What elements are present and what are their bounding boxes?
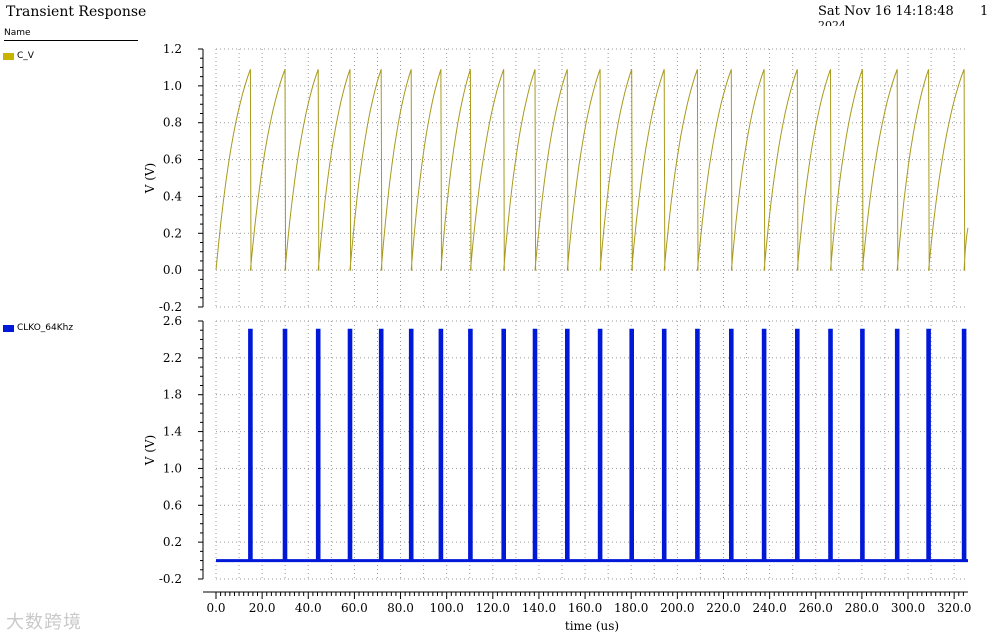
xtick-label: 0.0 [206, 601, 225, 615]
timestamp-year: 2024 [818, 20, 846, 26]
clk-ytick-label: -0.2 [159, 572, 182, 586]
xtick-label: 240.0 [752, 601, 786, 615]
clk-ylabel: V (V) [143, 435, 157, 467]
xtick-label: 220.0 [706, 601, 740, 615]
cv-ytick-label: 1.0 [163, 79, 182, 93]
clk-ytick-label: 1.8 [163, 388, 182, 402]
timestamp: Sat Nov 16 14:18:48 [818, 4, 954, 19]
x-axis-label: time (us) [565, 619, 619, 633]
clk-ytick-label: 0.2 [163, 535, 182, 549]
cv-ytick-label: 0.2 [163, 226, 182, 240]
xtick-label: 280.0 [845, 601, 879, 615]
clk-ytick-label: 1.4 [163, 425, 182, 439]
xtick-label: 320.0 [937, 601, 971, 615]
cv-ylabel: V (V) [143, 163, 157, 195]
xtick-label: 120.0 [476, 601, 510, 615]
watermark: 大数跨境 [6, 612, 82, 633]
legend-item-c-v[interactable]: C_V [3, 51, 34, 61]
xtick-label: 140.0 [522, 601, 556, 615]
xtick-label: 200.0 [660, 601, 694, 615]
cv-ytick-label: 0.8 [163, 116, 182, 130]
cv-ytick-label: 0.6 [163, 153, 182, 167]
cv-ytick-label: -0.2 [159, 300, 182, 314]
page-number: 1 [980, 4, 989, 19]
legend-label-c-v: C_V [17, 51, 34, 61]
xtick-label: 80.0 [387, 601, 414, 615]
clk-ytick-label: 2.6 [163, 314, 182, 328]
cv-ytick-label: 0.4 [163, 189, 182, 203]
series-c-v-line [215, 69, 969, 271]
clk-ytick-label: 0.6 [163, 498, 182, 512]
cv-ytick-label: 1.2 [163, 42, 182, 56]
cv-ytick-label: 0.0 [163, 263, 182, 277]
xtick-label: 20.0 [249, 601, 276, 615]
chart-title: Transient Response [6, 4, 147, 20]
xtick-label: 260.0 [799, 601, 833, 615]
legend-swatch-c-v [3, 52, 14, 60]
xtick-label: 300.0 [891, 601, 925, 615]
xtick-label: 40.0 [295, 601, 322, 615]
xtick-label: 160.0 [568, 601, 602, 615]
series-clko-line [216, 328, 968, 563]
xtick-label: 100.0 [429, 601, 463, 615]
legend-item-clko[interactable]: CLKO_64Khz [3, 323, 73, 333]
xtick-label: 180.0 [614, 601, 648, 615]
legend-swatch-clko [3, 324, 14, 332]
legend-header: Name [4, 28, 138, 41]
clk-ytick-label: 1.0 [163, 461, 182, 475]
xtick-label: 60.0 [341, 601, 368, 615]
legend-label-clko: CLKO_64Khz [17, 323, 74, 333]
clk-ytick-label: 2.2 [163, 351, 182, 365]
